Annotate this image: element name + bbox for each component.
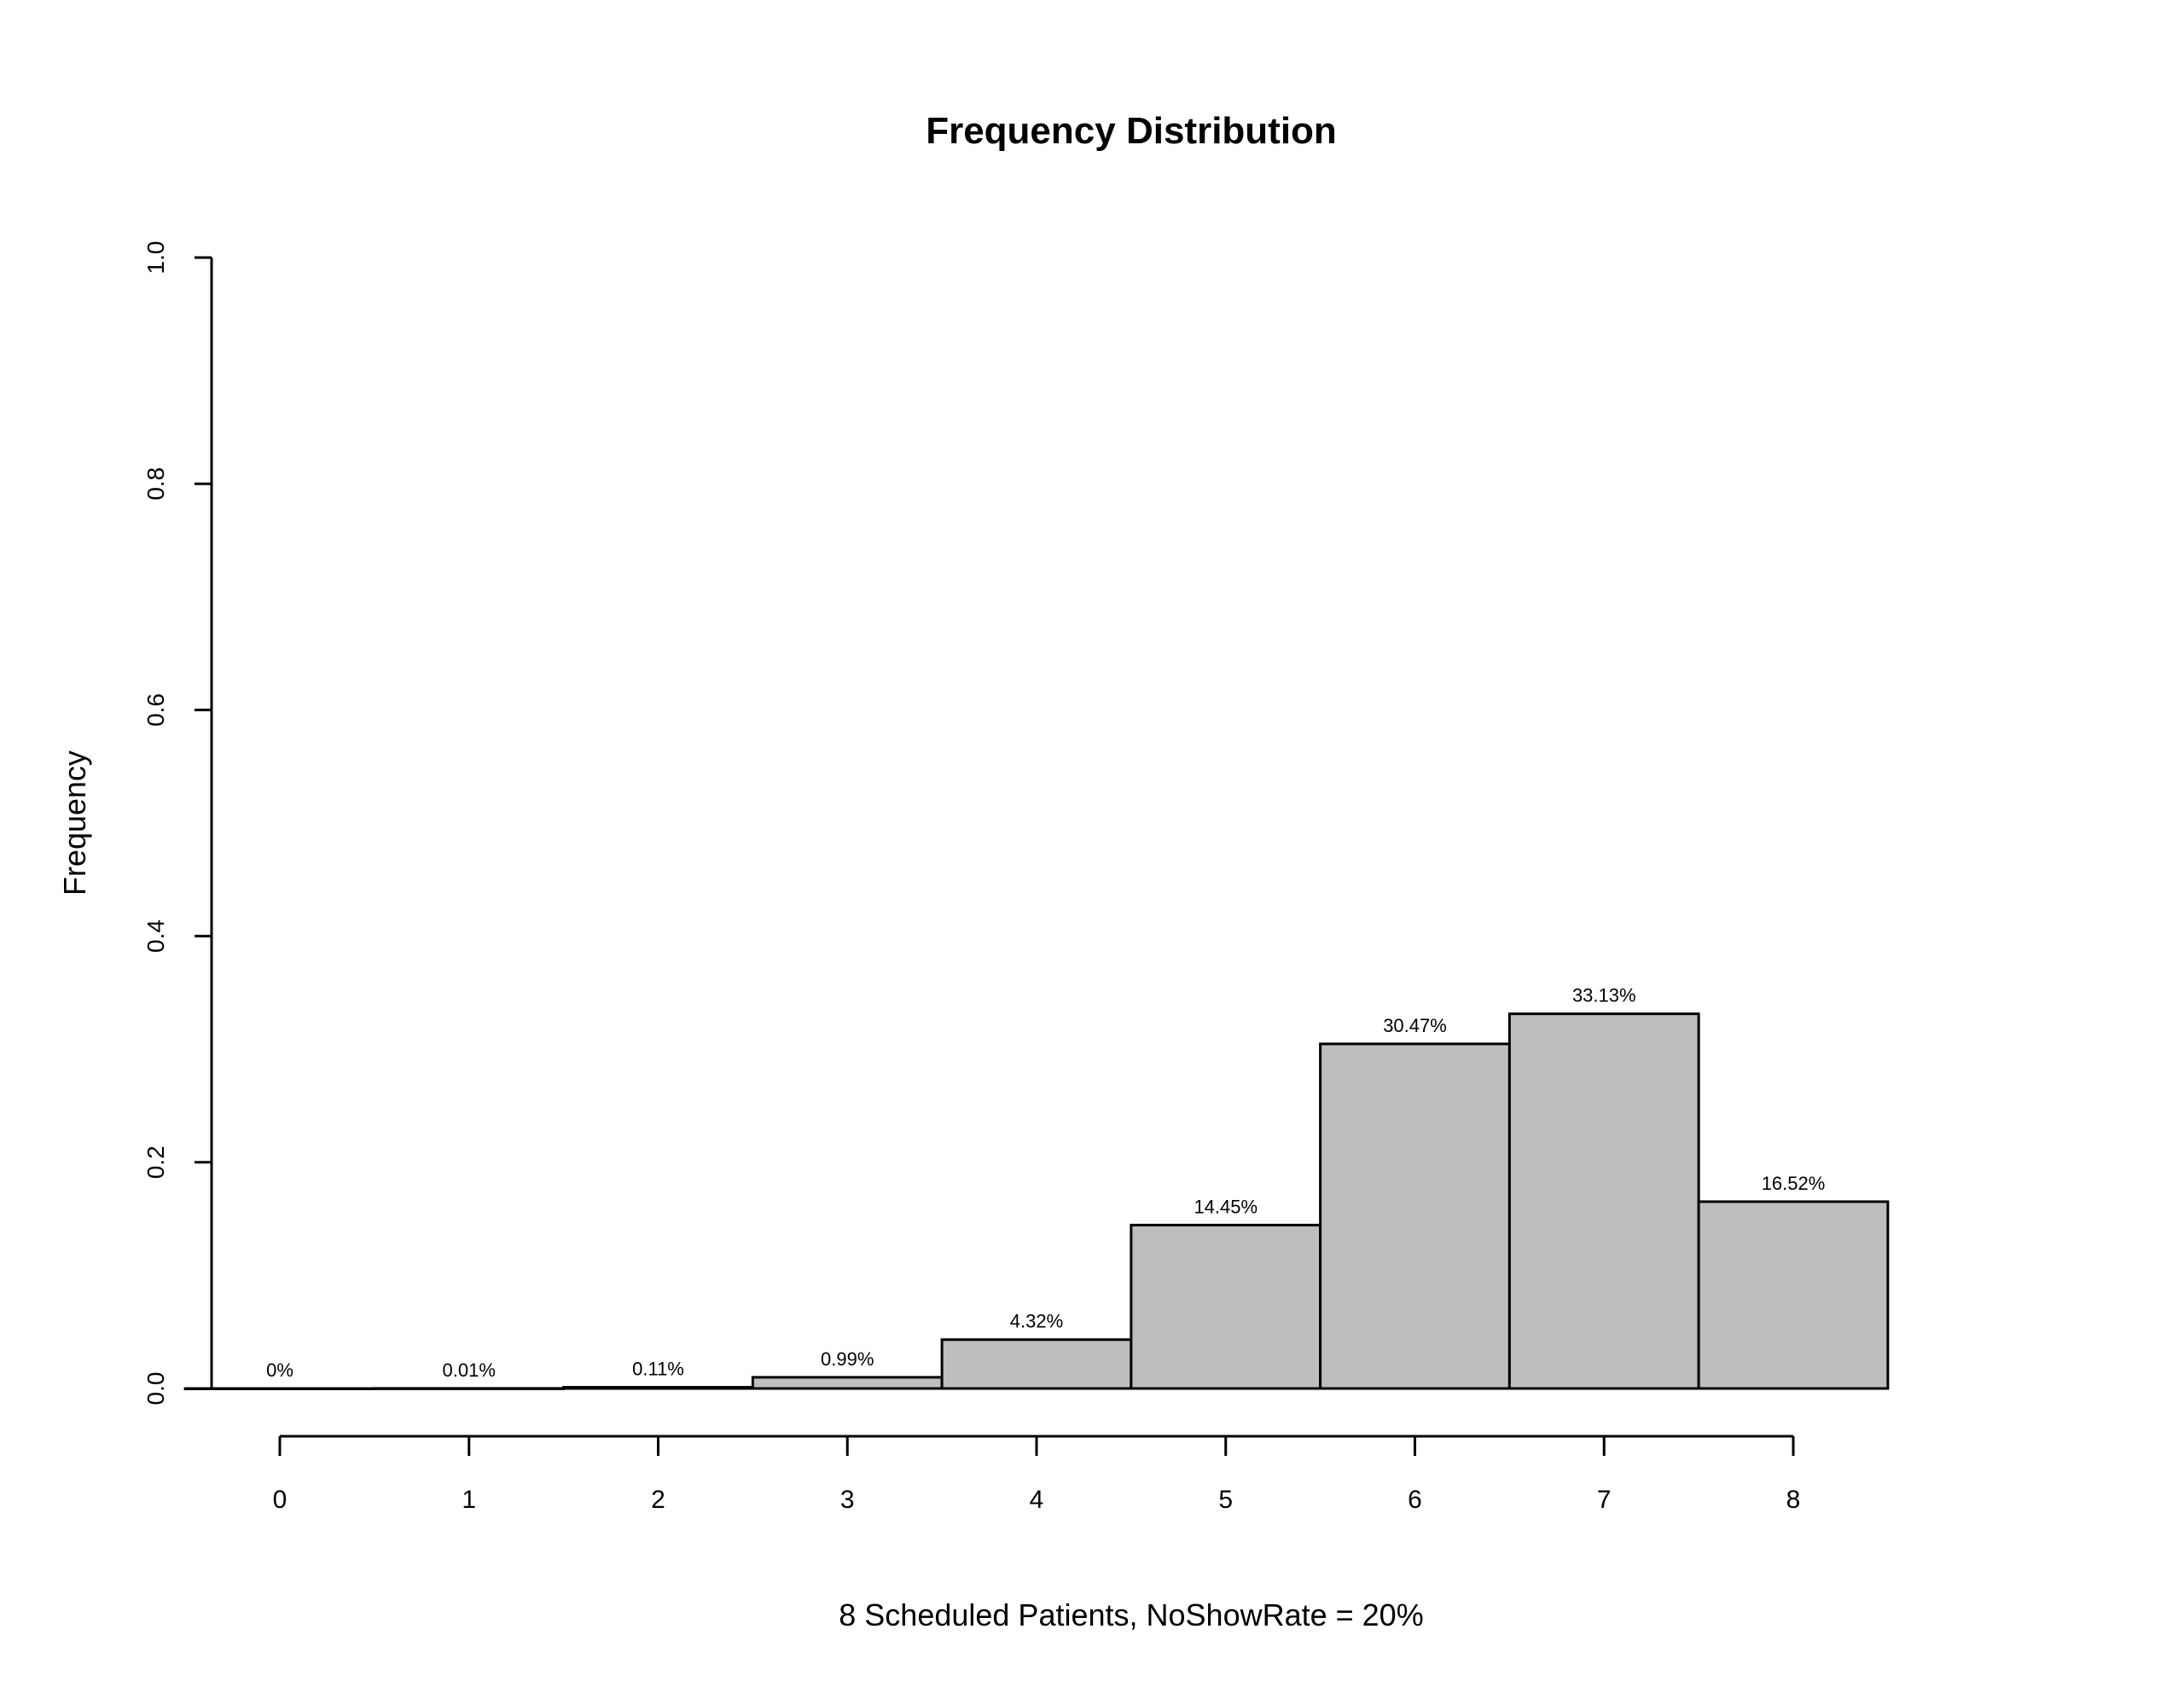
bars: 0% 0.01% 0.11% 0.99% 4.32% 14.45% 30.47% 33.13%… [183, 985, 1890, 1390]
x-axis: 0 1 2 3 4 5 6 7 8 [273, 1435, 1801, 1514]
y-tick-label: 0.2 [142, 1145, 169, 1179]
bar-data-label: 0.99% [821, 1348, 874, 1370]
x-tick-label: 2 [651, 1486, 665, 1514]
bar-7 [1507, 1012, 1700, 1390]
x-tick-label: 7 [1597, 1486, 1612, 1514]
bar-data-label: 33.13% [1572, 985, 1636, 1006]
y-axis: 0.0 0.2 0.4 0.6 0.8 1.0 [142, 241, 213, 1406]
bar-3 [751, 1376, 944, 1390]
x-tick-label: 1 [462, 1486, 476, 1514]
bar-6 [1319, 1042, 1511, 1390]
bar-data-label: 4.32% [1010, 1311, 1063, 1332]
bar-4 [940, 1338, 1133, 1390]
x-tick-label: 8 [1786, 1486, 1801, 1514]
bar-data-label: 14.45% [1194, 1196, 1258, 1217]
x-tick-label: 4 [1030, 1486, 1044, 1514]
x-tick-label: 5 [1218, 1486, 1233, 1514]
x-tick-label: 6 [1408, 1486, 1422, 1514]
bar-8 [1697, 1200, 1890, 1390]
y-tick-label: 1.0 [142, 241, 169, 275]
y-tick-label: 0.4 [142, 919, 169, 953]
chart-title: Frequency Distribution [926, 110, 1337, 152]
bar-data-label: 0.01% [443, 1359, 496, 1381]
bar-1 [373, 1387, 566, 1390]
y-tick-label: 0.8 [142, 467, 169, 501]
bar-data-label: 0% [266, 1359, 293, 1381]
bar-data-label: 30.47% [1383, 1015, 1447, 1036]
x-tick-label: 0 [273, 1486, 288, 1514]
x-axis-label: 8 Scheduled Patients, NoShowRate = 20% [839, 1597, 1423, 1632]
y-tick-label: 0.0 [142, 1372, 169, 1406]
bar-5 [1130, 1223, 1322, 1390]
bar-data-label: 0.11% [632, 1359, 684, 1380]
bar-data-label: 16.52% [1762, 1173, 1826, 1194]
y-tick-label: 0.6 [142, 693, 169, 727]
y-axis-label: Frequency [57, 751, 92, 896]
bar-0 [183, 1387, 376, 1390]
x-tick-label: 3 [840, 1486, 855, 1514]
